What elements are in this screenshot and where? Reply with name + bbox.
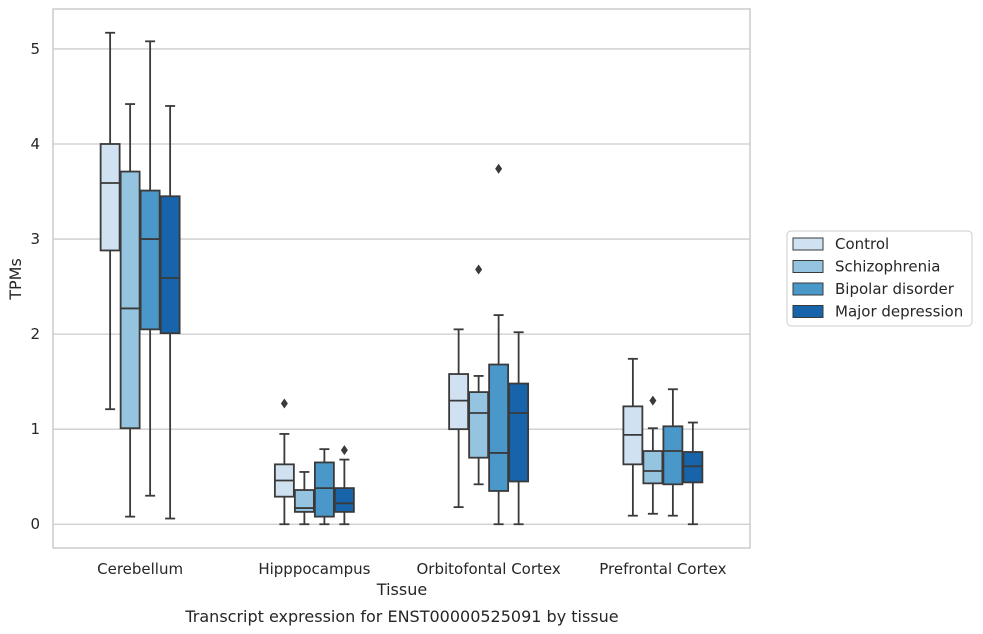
box-body (468, 391, 490, 459)
box-body (159, 195, 181, 335)
box-schizophrenia (293, 471, 315, 526)
box-body (333, 487, 355, 513)
x-tick-label: Prefrontal Cortex (599, 560, 726, 578)
box-body (139, 189, 161, 331)
legend-label: Bipolar disorder (835, 280, 955, 298)
legend-swatch (792, 305, 824, 318)
box-bipolar-disorder (313, 448, 335, 526)
box-body (488, 363, 510, 492)
box-bipolar-disorder (488, 163, 510, 526)
x-tick-label: Hipppocampus (258, 560, 370, 578)
box-body (662, 425, 684, 486)
box-body (448, 373, 470, 431)
legend-swatch (792, 237, 824, 251)
x-tick-label: Cerebellum (97, 560, 183, 578)
box-major-depression (682, 421, 704, 526)
box-major-depression (333, 445, 355, 526)
box-schizophrenia (642, 395, 664, 515)
box-major-depression (508, 331, 530, 526)
box-control (448, 328, 470, 509)
outlier-point (495, 163, 503, 174)
chart-caption: Transcript expression for ENST0000052509… (184, 607, 618, 626)
outlier-point (649, 395, 657, 406)
y-tick-label: 2 (30, 325, 40, 343)
legend-swatch (792, 282, 824, 296)
legend-frame (786, 230, 973, 327)
y-axis-title: TPMs (6, 258, 25, 301)
legend-swatch (792, 260, 824, 273)
x-tick-label: Orbitofontal Cortex (417, 560, 561, 578)
y-tick-label: 4 (30, 135, 40, 153)
legend-label: Control (835, 235, 889, 253)
legend: Control Schizophrenia Bipolar disorder Majo… (786, 230, 973, 327)
box-major-depression (159, 105, 181, 520)
box-control (99, 31, 121, 411)
legend-label: Major depression (835, 303, 963, 321)
outlier-point (340, 445, 348, 456)
y-tick-label: 1 (30, 420, 40, 438)
box-schizophrenia (119, 103, 141, 518)
box-control (273, 398, 295, 526)
box-body (642, 450, 664, 485)
y-tick-labels: 0 1 2 3 4 5 (30, 40, 40, 533)
y-tick-label: 0 (30, 515, 40, 533)
box-body (119, 170, 141, 430)
plot-frame (52, 8, 751, 549)
box-bipolar-disorder (139, 40, 161, 497)
box-body (313, 461, 335, 518)
box-bipolar-disorder (662, 388, 684, 517)
box-schizophrenia (468, 264, 490, 486)
y-tick-label: 3 (30, 230, 40, 248)
box-body (99, 143, 121, 252)
y-tick-label: 5 (30, 40, 40, 58)
box-body (682, 451, 704, 484)
box-body (293, 489, 315, 513)
outlier-point (475, 264, 483, 275)
outlier-point (280, 398, 288, 409)
box-control (622, 357, 644, 517)
x-tick-labels: Cerebellum Hipppocampus Orbitofontal Corte… (97, 560, 726, 578)
box-layer (99, 31, 704, 526)
x-axis-title: Tissue (376, 580, 427, 599)
legend-label: Schizophrenia (835, 258, 940, 276)
box-body (508, 382, 530, 483)
